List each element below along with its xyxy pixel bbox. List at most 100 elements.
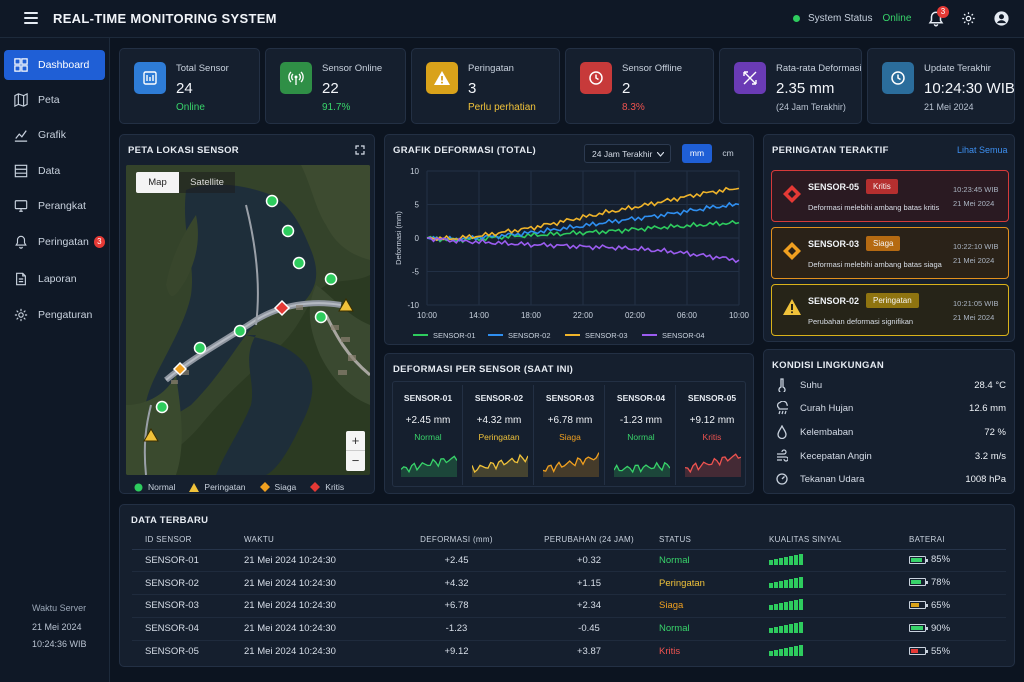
- gauge-icon: [776, 473, 788, 485]
- sensor-name: SENSOR-03: [545, 393, 595, 403]
- stat-card-total-sensor[interactable]: Total Sensor 24 Online: [119, 48, 260, 124]
- view-all-link[interactable]: Lihat Semua: [957, 145, 1008, 155]
- marker-peringatan[interactable]: [143, 428, 159, 442]
- marker-normal[interactable]: [292, 256, 306, 270]
- marker-normal[interactable]: [265, 194, 279, 208]
- zoom-in-button[interactable]: +: [346, 431, 365, 451]
- col-header[interactable]: BATERAI: [909, 531, 1006, 550]
- marker-siaga[interactable]: [172, 361, 188, 377]
- marker-normal[interactable]: [155, 400, 169, 414]
- sidebar-item-grafik[interactable]: Grafik: [4, 120, 105, 150]
- server-time: Waktu Server 21 Mei 2024 10:24:36 WIB: [32, 600, 87, 653]
- cell-time: 21 Mei 2024 10:24:30: [244, 549, 394, 573]
- alert-desc: Deformasi melebihi ambang batas siaga: [808, 260, 942, 269]
- sidebar-item-perangkat[interactable]: Perangkat: [4, 191, 105, 221]
- col-header[interactable]: DEFORMASI (mm): [394, 531, 519, 550]
- stat-sub: Online: [176, 102, 205, 113]
- time-range-select[interactable]: 24 Jam Terakhir: [584, 144, 671, 163]
- col-header[interactable]: WAKTU: [244, 531, 394, 550]
- stat-card-sensor-online[interactable]: Sensor Online 22 91.7%: [265, 48, 406, 124]
- alert-item[interactable]: SENSOR-05 Kritis Deformasi melebihi amba…: [771, 170, 1009, 222]
- y-tick-label: 5: [415, 201, 420, 210]
- stat-card-update-terakhir[interactable]: Update Terakhir 10:24:30 WIB 21 Mei 2024: [867, 48, 1015, 124]
- map-tab-satellite[interactable]: Satellite: [179, 172, 235, 193]
- sensor-card[interactable]: SENSOR-03 +6.78 mm Siaga: [535, 385, 605, 485]
- sidebar-item-pengaturan[interactable]: Pengaturan: [4, 300, 105, 330]
- sidebar-item-label: Perangkat: [38, 200, 86, 212]
- sensor-status: Normal: [627, 432, 655, 442]
- env-label: Kelembaban: [800, 426, 854, 438]
- unit-cm-button[interactable]: cm: [722, 148, 734, 158]
- marker-normal[interactable]: [324, 272, 338, 286]
- marker-normal[interactable]: [314, 310, 328, 324]
- table-row[interactable]: SENSOR-05 21 Mei 2024 10:24:30 +9.12 +3.…: [132, 640, 1006, 663]
- alert-item[interactable]: SENSOR-02 Peringatan Perubahan deformasi…: [771, 284, 1009, 336]
- sensor-card[interactable]: SENSOR-05 +9.12 mm Kritis: [677, 385, 747, 485]
- system-status: System Status Online: [793, 13, 911, 24]
- env-value: 72 %: [984, 426, 1006, 438]
- marker-normal[interactable]: [281, 224, 295, 238]
- sidebar-item-peringatan[interactable]: Peringatan 3: [4, 227, 105, 257]
- status-label: System Status: [808, 13, 873, 24]
- marker-peringatan[interactable]: [338, 298, 354, 312]
- cell-deformation: +2.45: [394, 549, 519, 573]
- sidebar-item-dashboard[interactable]: Dashboard: [4, 50, 105, 80]
- signal-bars-icon: [769, 553, 804, 565]
- legend-normal: Normal: [134, 482, 175, 492]
- sidebar-item-laporan[interactable]: Laporan: [4, 264, 105, 294]
- sensor-card[interactable]: SENSOR-01 +2.45 mm Normal: [393, 385, 463, 485]
- battery-value: 85%: [931, 554, 951, 566]
- table-row[interactable]: SENSOR-03 21 Mei 2024 10:24:30 +6.78 +2.…: [132, 594, 1006, 618]
- col-header[interactable]: PERUBAHAN (24 JAM): [519, 531, 659, 550]
- sensor-status: Peringatan: [478, 432, 520, 442]
- alert-item[interactable]: SENSOR-03 Siaga Deformasi melebihi amban…: [771, 227, 1009, 279]
- sensor-value: +9.12 mm: [689, 415, 735, 426]
- sensor-map[interactable]: Map Satellite + −: [126, 165, 370, 475]
- marker-normal[interactable]: [233, 324, 247, 338]
- cell-signal: [769, 549, 909, 573]
- fullscreen-icon[interactable]: [355, 145, 365, 155]
- sensor-value: +4.32 mm: [476, 415, 522, 426]
- col-header[interactable]: KUALITAS SINYAL: [769, 531, 909, 550]
- cell-time: 21 Mei 2024 10:24:30: [244, 617, 394, 641]
- series-line: [426, 219, 740, 244]
- alert-date-value: 21 Mei 2024: [953, 199, 995, 208]
- table-row[interactable]: SENSOR-02 21 Mei 2024 10:24:30 +4.32 +1.…: [132, 571, 1006, 596]
- user-avatar-icon[interactable]: [993, 10, 1010, 27]
- stat-card-sensor-offline[interactable]: Sensor Offline 2 8.3%: [565, 48, 714, 124]
- legend-siaga: Siaga: [259, 482, 296, 492]
- chevron-down-icon: [657, 152, 664, 157]
- map-tab-map[interactable]: Map: [136, 172, 179, 193]
- stat-card-rata-rata-deformasi[interactable]: Rata-rata Deformasi 2.35 mm (24 Jam Tera…: [719, 48, 862, 124]
- menu-icon[interactable]: [24, 12, 38, 24]
- stat-sub: 8.3%: [622, 102, 645, 113]
- bell-icon: [15, 235, 27, 249]
- cell-id: SENSOR-05: [145, 646, 199, 658]
- alert-time-value: 10:23:45 WIB: [953, 185, 999, 194]
- marker-kritis[interactable]: [273, 299, 291, 317]
- gear-icon: [14, 308, 28, 322]
- sensor-card[interactable]: SENSOR-02 +4.32 mm Peringatan: [464, 385, 534, 485]
- marker-normal[interactable]: [193, 341, 207, 355]
- sensor-card[interactable]: SENSOR-04 -1.23 mm Normal: [606, 385, 676, 485]
- stat-card-peringatan[interactable]: Peringatan 3 Perlu perhatian: [411, 48, 560, 124]
- x-tick-label: 06:00: [677, 311, 698, 320]
- cell-id: SENSOR-01: [132, 549, 244, 573]
- col-header[interactable]: ID SENSOR: [132, 531, 244, 550]
- cell-id: SENSOR-04: [132, 617, 244, 641]
- zoom-out-button[interactable]: −: [351, 453, 360, 468]
- sidebar-item-data[interactable]: Data: [4, 156, 105, 186]
- col-header[interactable]: STATUS: [659, 531, 769, 550]
- sparkline-line: [685, 453, 741, 474]
- sensor-status: Normal: [414, 432, 442, 442]
- settings-gear-icon[interactable]: [961, 11, 976, 26]
- stat-title: Update Terakhir: [924, 63, 991, 74]
- table-row[interactable]: SENSOR-01 21 Mei 2024 10:24:30 +2.45 +0.…: [132, 549, 1006, 573]
- sidebar-item-peta[interactable]: Peta: [4, 85, 105, 115]
- unit-mm-button[interactable]: mm: [682, 144, 712, 163]
- legend-label: SENSOR-02: [508, 331, 551, 340]
- table-row[interactable]: SENSOR-04 21 Mei 2024 10:24:30 -1.23 -0.…: [132, 617, 1006, 641]
- signal-bars-icon: [769, 576, 804, 588]
- siaga-diamond-icon: [783, 242, 801, 260]
- deformation-line-chart[interactable]: 10:00 14:00 18:00 22:00 02:00 06:00 10:00 10 5 0 -…: [385, 135, 755, 346]
